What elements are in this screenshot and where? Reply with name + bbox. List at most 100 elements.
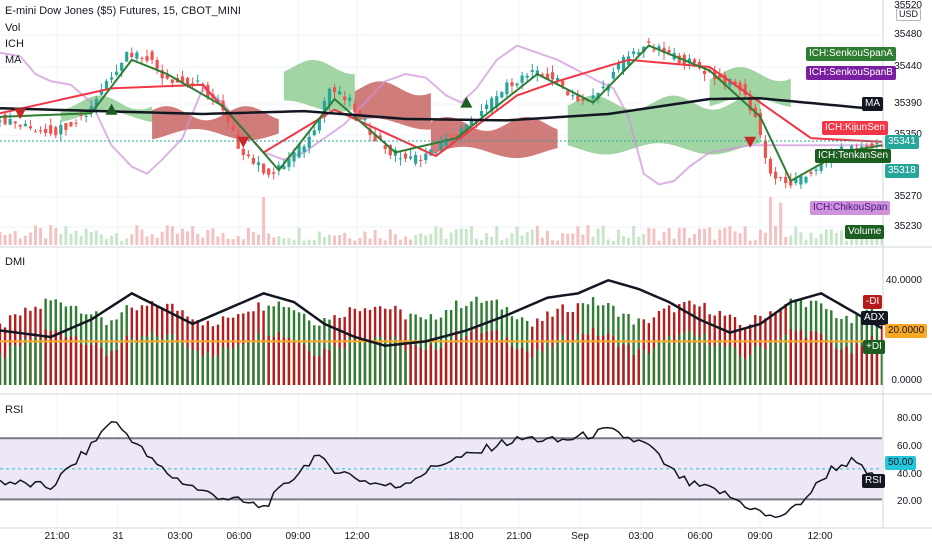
- minus-di-bar: [429, 344, 433, 385]
- candle-body: [515, 83, 519, 86]
- candle-body: [272, 172, 276, 174]
- candle-body: [505, 82, 509, 95]
- minus-di-bar: [738, 324, 742, 385]
- volume-bar: [231, 239, 235, 245]
- chart-title[interactable]: E-mini Dow Jones ($5) Futures, 15, CBOT_…: [5, 5, 241, 17]
- volume-bar: [495, 226, 499, 245]
- minus-di-bar: [505, 337, 509, 385]
- chikou-span-line: [0, 44, 882, 186]
- rsi-title[interactable]: RSI: [5, 404, 24, 416]
- legend-ich[interactable]: ICH: [5, 38, 24, 50]
- candle-body: [282, 165, 286, 170]
- tenkan-sen-tag: ICH:TenkanSen: [815, 149, 892, 163]
- plus-di-bar: [531, 357, 534, 385]
- candle-body: [809, 172, 813, 174]
- candle-body: [267, 168, 271, 175]
- kumo-segment: [152, 106, 279, 141]
- legend-vol[interactable]: Vol: [5, 22, 21, 34]
- minus-di-bar: [485, 331, 488, 385]
- candle-body: [743, 84, 747, 95]
- minus-di-bar: [267, 336, 270, 385]
- minus-di-bar: [840, 349, 843, 385]
- plus-di-bar: [0, 354, 2, 385]
- candle-body: [59, 124, 63, 135]
- senkou-span-a-tag: ICH:SenkouSpanA: [806, 47, 896, 61]
- minus-di-bar: [201, 325, 204, 385]
- candle-body: [525, 75, 529, 78]
- candle-body: [287, 158, 291, 168]
- candle-body: [327, 88, 332, 106]
- buy-signal-marker: [105, 103, 118, 115]
- plus-di-bar: [343, 347, 346, 385]
- chikou-span-path: [0, 44, 882, 186]
- minus-di-bar: [637, 348, 640, 385]
- plus-di-bar: [348, 337, 351, 385]
- plus-di-bar: [105, 324, 108, 385]
- plus-di-bar: [698, 336, 701, 385]
- volume-bar: [545, 230, 549, 245]
- volume-bar: [140, 229, 144, 245]
- legend-ma[interactable]: MA: [5, 54, 22, 66]
- minus-di-bar: [581, 333, 585, 385]
- volume-bar: [89, 232, 93, 245]
- volume-bar: [125, 238, 129, 245]
- candle-body: [733, 81, 737, 85]
- plus-di-bar: [880, 344, 884, 385]
- kumo-segment: [283, 59, 355, 112]
- rsi-pane[interactable]: [0, 421, 883, 519]
- plus-di-bar: [784, 334, 787, 385]
- candle-body: [358, 109, 362, 115]
- volume-bar: [510, 233, 514, 245]
- plus-di-bar: [642, 349, 645, 385]
- volume-bar: [110, 235, 114, 245]
- candle-body: [297, 144, 301, 158]
- volume-bar: [439, 227, 443, 245]
- candle-body: [677, 55, 681, 64]
- volume-bar: [333, 235, 337, 245]
- minus-di-bar: [439, 348, 443, 385]
- dmi-title[interactable]: DMI: [5, 256, 26, 268]
- volume-bar: [262, 197, 266, 245]
- volume-bar: [662, 231, 666, 245]
- volume-bar: [464, 228, 468, 245]
- plus-di-bar: [749, 355, 752, 385]
- volume-tag: Volume: [845, 225, 885, 239]
- volume-bar: [611, 240, 615, 245]
- time-label: Sep: [571, 531, 589, 542]
- volume-bar: [687, 237, 691, 245]
- candle-body: [748, 96, 752, 111]
- plus-di-bar: [541, 351, 544, 385]
- minus-di-bar: [100, 347, 103, 385]
- volume-bar: [454, 229, 458, 245]
- candle-body: [145, 56, 149, 61]
- candle-body: [637, 52, 641, 55]
- candle-body: [114, 71, 119, 75]
- minus-di-bar: [308, 351, 311, 385]
- adx-tag: ADX: [861, 311, 888, 325]
- candle-body: [302, 146, 306, 153]
- plus-di-bar: [206, 351, 210, 385]
- minus-di-bar: [434, 350, 438, 385]
- plus-di-bar: [3, 357, 7, 385]
- minus-di-bar: [794, 331, 798, 385]
- volume-bar: [292, 239, 296, 245]
- minus-di-bar: [617, 347, 620, 385]
- minus-di-bar: [860, 345, 863, 385]
- minus-di-bar: [850, 353, 853, 385]
- chikou-span-tag: ICH:ChikouSpan: [810, 201, 891, 215]
- plus-di-bar: [667, 335, 671, 385]
- time-label: 06:00: [226, 531, 252, 542]
- candle-body: [353, 103, 357, 113]
- volume-bar: [779, 202, 783, 245]
- dmi-pane[interactable]: [0, 278, 884, 385]
- currency-button[interactable]: USD: [896, 8, 922, 21]
- pane-separators[interactable]: [0, 0, 932, 529]
- minus-di-bar: [115, 350, 118, 385]
- minus-di-bar: [510, 346, 514, 385]
- plus-di-tag: +DI: [863, 340, 885, 354]
- volume-bar: [581, 234, 585, 245]
- plus-di-bar: [363, 338, 367, 385]
- plus-di-bar: [29, 341, 32, 385]
- candle-body: [839, 146, 844, 151]
